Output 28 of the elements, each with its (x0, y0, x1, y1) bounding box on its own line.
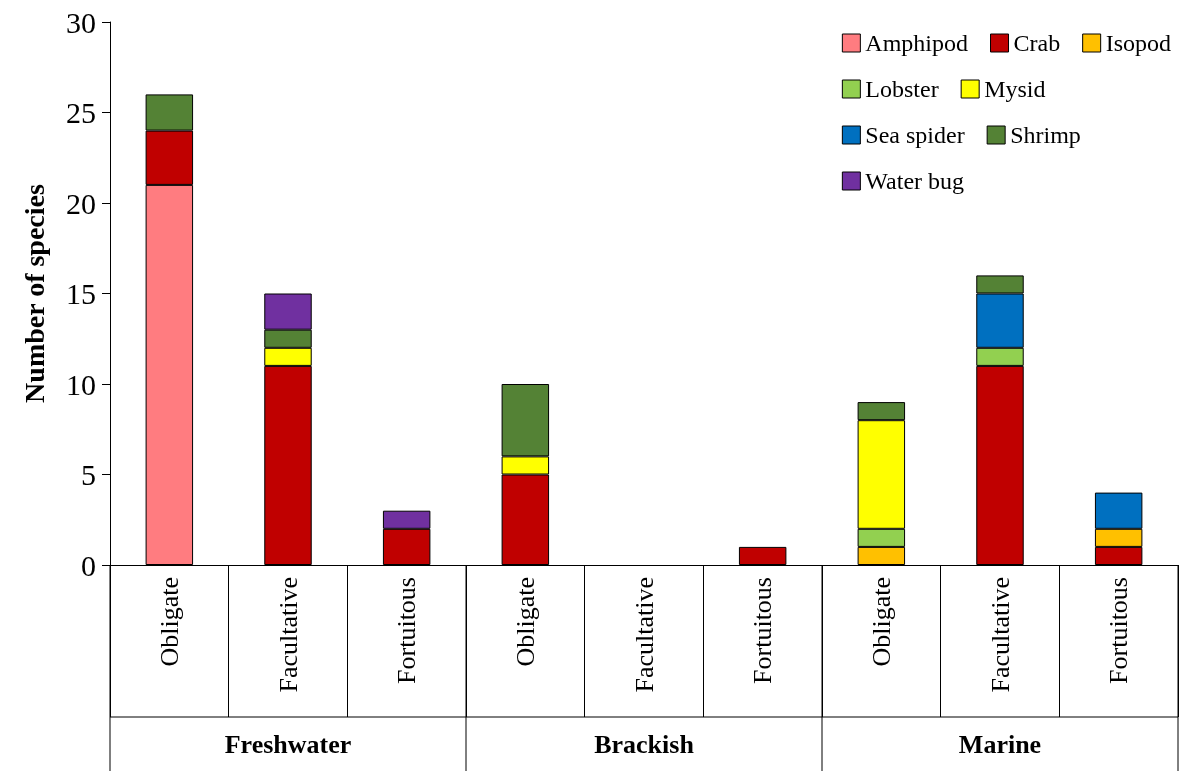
y-tick-label: 0 (81, 548, 96, 582)
legend-label: Isopod (1105, 30, 1172, 56)
x-tick-label: Obligate (154, 577, 184, 667)
x-tick-label: Fortuitous (392, 577, 422, 684)
legend-label: Sea spider (865, 122, 965, 148)
legend-label: Lobster (865, 76, 939, 102)
x-tick-label: Facultative (273, 577, 303, 693)
y-tick-label: 30 (66, 5, 96, 39)
y-axis-title: Number of species (18, 184, 50, 403)
text: Marine (958, 729, 1042, 759)
y-tick-label: 5 (81, 458, 96, 491)
x-tick-label: Fortuitous (1104, 577, 1134, 684)
y-tick-label: 15 (66, 277, 96, 310)
legend-label: Crab (1013, 30, 1061, 56)
legend-label: Shrimp (1010, 122, 1081, 148)
y-tick-label: 25 (66, 96, 96, 129)
x-tick-label: Facultative (629, 577, 659, 693)
x-tick-label: Obligate (510, 577, 540, 667)
x-tick-label: Fortuitous (748, 577, 778, 684)
text: Freshwater (224, 729, 352, 759)
x-tick-label: Obligate (866, 577, 896, 667)
x-tick-label: Facultative (985, 577, 1015, 693)
text: Brackish (594, 729, 695, 759)
legend-label: Amphipod (865, 30, 969, 56)
y-tick-label: 10 (66, 367, 96, 401)
legend-label: Water bug (865, 168, 965, 194)
legend-label: Mysid (984, 76, 1046, 102)
y-tick-label: 20 (66, 186, 96, 220)
